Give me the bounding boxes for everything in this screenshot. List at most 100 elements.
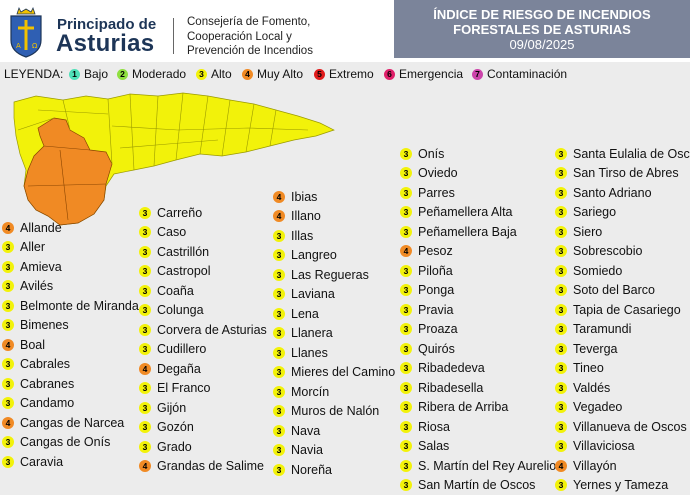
risk-level-badge: 3 — [400, 265, 412, 277]
risk-level-badge: 3 — [139, 324, 151, 336]
municipality-name: Las Regueras — [291, 268, 369, 282]
risk-level-badge: 3 — [139, 246, 151, 258]
legend-title: LEYENDA: — [4, 67, 63, 81]
municipality-item: 3 Mieres del Camino — [273, 363, 395, 383]
municipality-name: Llanera — [291, 326, 333, 340]
municipality-name: Quirós — [418, 342, 455, 356]
municipality-name: Salas — [418, 439, 449, 453]
risk-level-badge: 3 — [139, 285, 151, 297]
municipality-name: Santa Eulalia de Oscos — [573, 147, 690, 161]
municipality-name: Taramundi — [573, 322, 631, 336]
legend-label: Extremo — [329, 67, 374, 81]
risk-level-badge: 3 — [273, 347, 285, 359]
municipality-name: S. Martín del Rey Aurelio — [418, 459, 556, 473]
risk-level-badge: 3 — [273, 230, 285, 242]
municipality-name: Grado — [157, 440, 192, 454]
municipality-name: Cabrales — [20, 357, 70, 371]
municipality-name: Ibias — [291, 190, 317, 204]
risk-level-badge: 3 — [400, 304, 412, 316]
municipality-name: Lena — [291, 307, 319, 321]
risk-level-badge: 3 — [139, 304, 151, 316]
municipality-name: Ribadedeva — [418, 361, 485, 375]
risk-level-badge: 1 — [69, 69, 80, 80]
legend-label: Bajo — [84, 67, 108, 81]
brand-line-2: Asturias — [56, 30, 154, 58]
municipality-name: Morcín — [291, 385, 329, 399]
municipality-name: Riosa — [418, 420, 450, 434]
title-line-1: ÍNDICE DE RIESGO DE INCENDIOS — [394, 7, 690, 22]
risk-level-badge: 3 — [400, 479, 412, 491]
municipality-name: Ribera de Arriba — [418, 400, 508, 414]
risk-level-badge: 3 — [139, 265, 151, 277]
risk-level-badge: 3 — [2, 436, 14, 448]
risk-level-badge: 4 — [139, 460, 151, 472]
municipality-name: Mieres del Camino — [291, 365, 395, 379]
municipality-item: 3 Las Regueras — [273, 265, 395, 285]
risk-level-badge: 3 — [2, 397, 14, 409]
municipality-name: Sariego — [573, 205, 616, 219]
risk-level-badge: 4 — [555, 460, 567, 472]
report-date: 09/08/2025 — [394, 37, 690, 53]
legend-label: Contaminación — [487, 67, 567, 81]
risk-level-badge: 4 — [2, 339, 14, 351]
risk-level-badge: 3 — [139, 207, 151, 219]
risk-level-badge: 3 — [273, 425, 285, 437]
municipality-name: Noreña — [291, 463, 332, 477]
municipality-name: San Tirso de Abres — [573, 166, 679, 180]
legend-label: Muy Alto — [257, 67, 303, 81]
risk-level-badge: 3 — [555, 323, 567, 335]
risk-level-badge: 3 — [196, 69, 207, 80]
risk-level-badge: 3 — [139, 226, 151, 238]
risk-level-badge: 3 — [2, 319, 14, 331]
risk-level-badge: 3 — [273, 308, 285, 320]
risk-level-badge: 3 — [555, 304, 567, 316]
municipality-name: Villayón — [573, 459, 617, 473]
risk-level-badge: 3 — [273, 269, 285, 281]
municipality-name: Muros de Nalón — [291, 404, 379, 418]
risk-level-badge: 3 — [400, 284, 412, 296]
risk-level-badge: 2 — [117, 69, 128, 80]
risk-level-badge: 3 — [400, 226, 412, 238]
municipality-name: Peñamellera Alta — [418, 205, 513, 219]
risk-level-badge: 3 — [139, 421, 151, 433]
municipality-name: Yernes y Tameza — [573, 478, 668, 492]
risk-level-badge: 3 — [273, 366, 285, 378]
risk-level-badge: 3 — [400, 440, 412, 452]
municipality-name: Pesoz — [418, 244, 453, 258]
municipality-name: Aller — [20, 240, 45, 254]
risk-level-badge: 3 — [400, 460, 412, 472]
risk-level-badge: 3 — [400, 187, 412, 199]
municipality-item: 4 Villayón — [555, 456, 690, 476]
risk-level-badge: 5 — [314, 69, 325, 80]
svg-text:Ω: Ω — [32, 42, 38, 50]
asturias-coat-of-arms-icon: A Ω — [8, 6, 44, 58]
municipality-name: Bimenes — [20, 318, 69, 332]
municipality-name: Llanes — [291, 346, 328, 360]
municipality-column-5: 3 Santa Eulalia de Oscos 3 San Tirso de Ab… — [555, 144, 690, 495]
